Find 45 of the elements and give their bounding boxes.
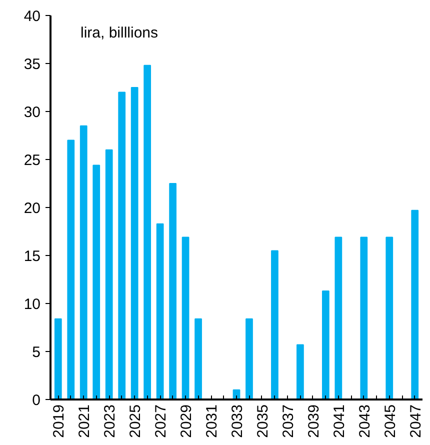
bar [334,236,342,400]
bar [92,164,100,400]
bar [67,140,75,400]
x-tick-label: 2047 [407,404,424,438]
bar [386,236,394,400]
bar [296,344,304,400]
x-tick-label: 2027 [152,404,170,438]
bar [411,210,419,400]
bar [271,250,278,400]
y-tick-label: 0 [32,392,40,409]
x-tick-label: 2039 [305,404,322,438]
y-tick-label: 20 [24,200,41,217]
y-tick-label: 40 [24,8,41,25]
x-tick-label: 2043 [356,404,374,438]
bar [169,183,176,400]
y-tick-label: 35 [24,56,41,73]
bar [54,318,62,400]
x-tick-label: 2023 [102,404,119,438]
bar [130,87,138,400]
bar [144,64,152,400]
x-tick-label: 2045 [382,404,399,438]
bar [360,236,368,400]
y-tick-label: 10 [24,296,41,313]
bar [182,236,190,400]
bar [194,318,202,400]
bar [156,223,164,400]
x-tick-label: 2041 [330,404,348,438]
bar [322,290,330,400]
x-tick-label: 2021 [76,404,94,438]
x-tick-label: 2033 [229,404,246,438]
bar [246,318,253,400]
x-tick-label: 2037 [280,404,297,438]
x-tick-label: 2029 [178,404,196,438]
y-tick-label: 30 [24,104,41,121]
x-tick-label: 2025 [127,404,144,438]
y-tick-label: 25 [24,152,41,169]
y-tick-label: 15 [24,248,41,265]
x-tick-label: 2035 [254,404,272,438]
bar [105,149,113,400]
y-tick-label: 5 [32,344,40,361]
x-tick-label: 2019 [50,404,68,438]
bar [80,125,88,400]
annotation: lira, billlions [80,24,158,42]
bar [118,92,126,400]
x-tick-label: 2031 [204,404,221,438]
